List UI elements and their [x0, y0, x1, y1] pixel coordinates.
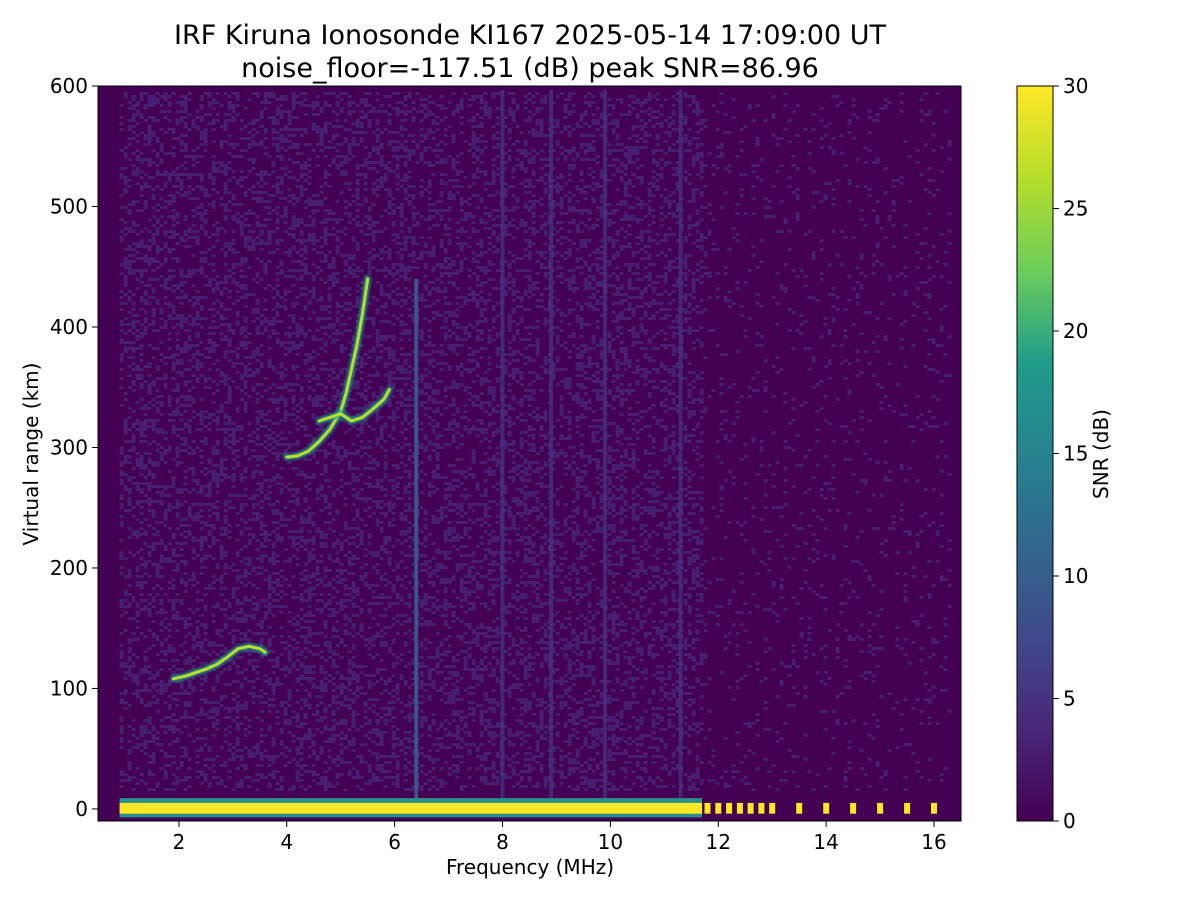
- interference-line: [603, 90, 607, 803]
- interference-line: [549, 90, 554, 803]
- sounding-spot: [726, 802, 733, 814]
- sounding-spot: [769, 802, 776, 814]
- echo-trace: [172, 644, 267, 681]
- colorbar-gradient: [1016, 85, 1054, 822]
- y-tick-label: 500: [50, 194, 88, 218]
- sounding-spot: [758, 802, 765, 814]
- colorbar-tick-label: 0: [1063, 809, 1076, 833]
- colorbar-label: SNR (dB): [1089, 409, 1113, 499]
- heatmap-background: [98, 86, 961, 821]
- sounding-spot: [823, 802, 830, 814]
- x-tick-label: 8: [496, 830, 509, 854]
- colorbar: 0 5 10 15 20 25 30: [1016, 74, 1088, 833]
- colorbar-tick-label: 5: [1063, 687, 1076, 711]
- colorbar-tick-label: 30: [1063, 74, 1088, 98]
- x-tick-label: 10: [598, 830, 623, 854]
- y-tick-label: 0: [75, 797, 88, 821]
- y-tick-label: 300: [50, 435, 88, 459]
- chart-title: IRF Kiruna Ionosonde KI167 2025-05-14 17…: [174, 20, 887, 51]
- colorbar-tick-label: 20: [1063, 319, 1088, 343]
- sounding-spot: [715, 802, 722, 814]
- sounding-spot: [736, 802, 743, 814]
- plot-frame: [97, 85, 962, 822]
- x-tick-label: 16: [921, 830, 946, 854]
- x-tick-label: 12: [706, 830, 731, 854]
- y-tick-label: 200: [50, 556, 88, 580]
- sounding-spot: [904, 802, 911, 814]
- plot-area: [98, 86, 961, 821]
- colorbar-tick-label: 25: [1063, 197, 1088, 221]
- y-axis-label: Virtual range (km): [19, 363, 43, 546]
- sounding-spot: [747, 802, 754, 814]
- interference-line: [500, 90, 505, 803]
- x-tick-label: 14: [813, 830, 838, 854]
- x-axis-label: Frequency (MHz): [446, 855, 614, 879]
- interference-line: [678, 90, 683, 803]
- chart-subtitle: noise_floor=-117.51 (dB) peak SNR=86.96: [241, 53, 819, 84]
- sounding-spot: [877, 802, 884, 814]
- echo-trace: [317, 388, 391, 423]
- heatmap-cells: [119, 90, 952, 818]
- y-tick-label: 100: [50, 676, 88, 700]
- sounding-spot: [931, 802, 937, 814]
- sounding-spot: [796, 802, 803, 814]
- x-tick-label: 2: [173, 830, 186, 854]
- colorbar-tick-label: 15: [1063, 442, 1088, 466]
- x-tick-label: 4: [280, 830, 293, 854]
- colorbar-tick-label: 10: [1063, 564, 1088, 588]
- interference-line: [414, 278, 419, 803]
- axes: 2 4 6 8 10 12 14 16 0 100 200 300 400 500 600: [50, 74, 962, 854]
- sounding-spot: [704, 802, 711, 814]
- sounding-spot: [850, 802, 857, 814]
- y-tick-label: 400: [50, 315, 88, 339]
- x-tick-label: 6: [388, 830, 401, 854]
- y-tick-label: 600: [50, 74, 88, 98]
- ground-echo-band: [119, 802, 703, 814]
